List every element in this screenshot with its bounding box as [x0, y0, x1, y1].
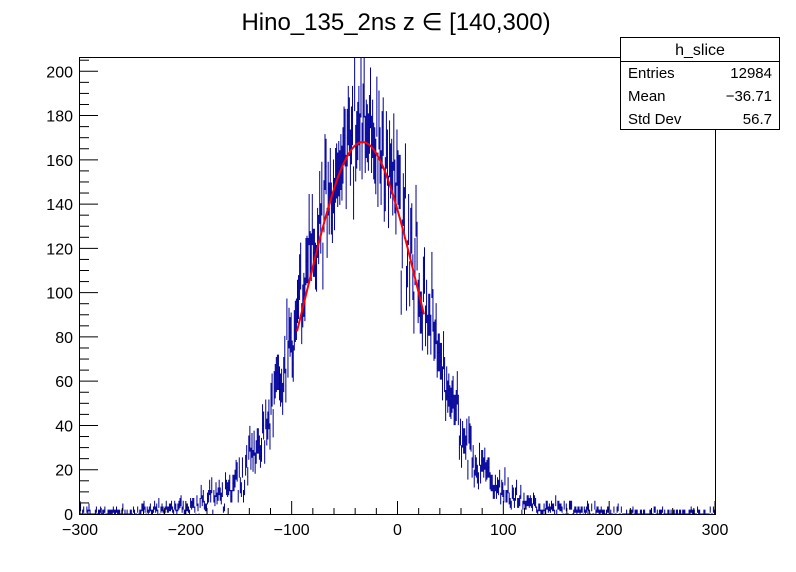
stats-entries-label: Entries [628, 65, 675, 82]
y-tick-label: 160 [46, 153, 73, 170]
y-tick-label: 200 [46, 64, 73, 81]
stats-box-frame [620, 37, 780, 130]
y-tick-label: 0 [64, 507, 73, 524]
y-tick-label: 60 [55, 374, 73, 391]
chart-title: Hino_135_2ns z ∈ [140,300) [241, 9, 550, 36]
y-tick-label: 40 [55, 418, 73, 435]
y-tick-label: 80 [55, 330, 73, 347]
stats-stddev-value: 56.7 [743, 111, 772, 128]
fit-curve-group [295, 141, 425, 332]
plot-frame [79, 57, 716, 515]
histogram-bars [80, 58, 715, 515]
axes: −300 −200 −100 0 100 200 300 0 20 40 60 80 100 120 140… [46, 59, 729, 539]
stats-box-title: h_slice [675, 42, 725, 59]
fit-curve [295, 141, 425, 332]
x-tick-label: −100 [274, 522, 310, 539]
x-tick-label: −200 [168, 522, 204, 539]
stats-entries-value: 12984 [730, 65, 772, 82]
stats-stddev-label: Std Dev [628, 111, 682, 128]
y-tick-label: 20 [55, 463, 73, 480]
stats-mean-value: −36.71 [726, 88, 772, 105]
histogram-series [80, 58, 715, 515]
y-tick-label: 120 [46, 241, 73, 258]
x-tick-label: 0 [393, 522, 402, 539]
x-tick-label: 300 [702, 522, 729, 539]
stats-mean-label: Mean [628, 88, 666, 105]
y-tick-label: 100 [46, 286, 73, 303]
x-tick-label: 100 [490, 522, 517, 539]
x-tick-label: 200 [596, 522, 623, 539]
x-tick-label: −300 [62, 522, 98, 539]
stats-box: h_slice Entries 12984 Mean −36.71 Std De… [620, 37, 780, 130]
y-tick-label: 180 [46, 109, 73, 126]
y-tick-label: 140 [46, 197, 73, 214]
